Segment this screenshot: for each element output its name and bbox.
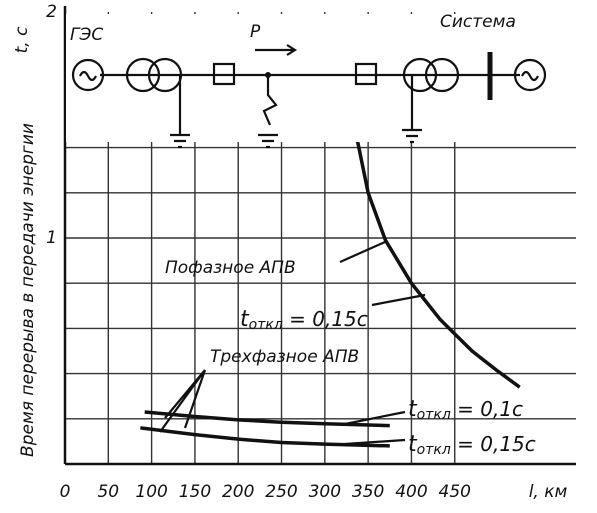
fault: [258, 75, 278, 149]
x-tick-label: 0: [60, 482, 71, 502]
leader: [344, 438, 406, 446]
annotation: tоткл = 0,15с: [240, 307, 368, 334]
transformer: [402, 57, 438, 93]
annotation-symbol: t: [240, 307, 250, 332]
breaker: [354, 62, 378, 86]
x-tick-label: 400: [395, 482, 427, 502]
line: [144, 410, 390, 428]
power-label: P: [250, 22, 261, 42]
annotation-symbol: t: [408, 397, 418, 422]
x-tick-label: 50: [97, 482, 119, 502]
y-tick-label: 2: [46, 2, 57, 22]
leader: [339, 240, 386, 264]
schematic-bg: [66, 14, 576, 142]
source-label: ГЭС: [70, 25, 103, 45]
x-tick-label: 100: [135, 482, 167, 502]
annotation-value: = 0,15с: [451, 432, 536, 456]
line: [353, 129, 521, 389]
x-tick-label: 200: [222, 482, 254, 502]
x-tick-label: 350: [352, 482, 384, 502]
schematic: ГЭС Система P: [66, 12, 576, 149]
transformer: [125, 57, 161, 93]
line: [140, 426, 390, 448]
breaker: [212, 62, 236, 86]
system-label: Система: [440, 12, 516, 32]
x-tick-label: 250: [265, 482, 297, 502]
annotation: tоткл = 0,15с: [408, 432, 536, 459]
transformer: [424, 57, 460, 93]
leaders: [159, 240, 426, 446]
generator-symbol: [79, 70, 97, 82]
node: [265, 72, 271, 78]
annotation-value: = 0,1с: [451, 397, 523, 421]
leader: [371, 293, 426, 307]
x-axis-label: l, км: [529, 482, 568, 502]
annotation: Пофазное АПВ: [165, 258, 296, 278]
annotation: tоткл = 0,1с: [408, 397, 523, 424]
ground: [402, 75, 422, 144]
y-tick-label: 1: [46, 228, 57, 248]
y-axis-label: Время перерыва в передачи энергии: [18, 123, 38, 457]
annotation-subscript: откл: [417, 407, 451, 423]
leader: [159, 369, 207, 433]
x-tick-label: 150: [179, 482, 211, 502]
leader: [344, 410, 406, 426]
y-unit-label: t, c: [12, 26, 32, 53]
annotation: Трехфазное АПВ: [210, 347, 359, 367]
annotation-subscript: откл: [417, 442, 451, 458]
power-arrow: [255, 44, 298, 56]
system-symbol: [521, 70, 539, 82]
x-tick-label: 300: [309, 482, 341, 502]
generator: [71, 58, 105, 92]
annotation-value: = 0,15с: [283, 307, 368, 331]
annotation-subscript: откл: [249, 317, 283, 333]
ground: [170, 75, 190, 149]
annotation-symbol: t: [408, 432, 418, 457]
system-source: [513, 58, 547, 92]
x-tick-label: 450: [439, 482, 471, 502]
